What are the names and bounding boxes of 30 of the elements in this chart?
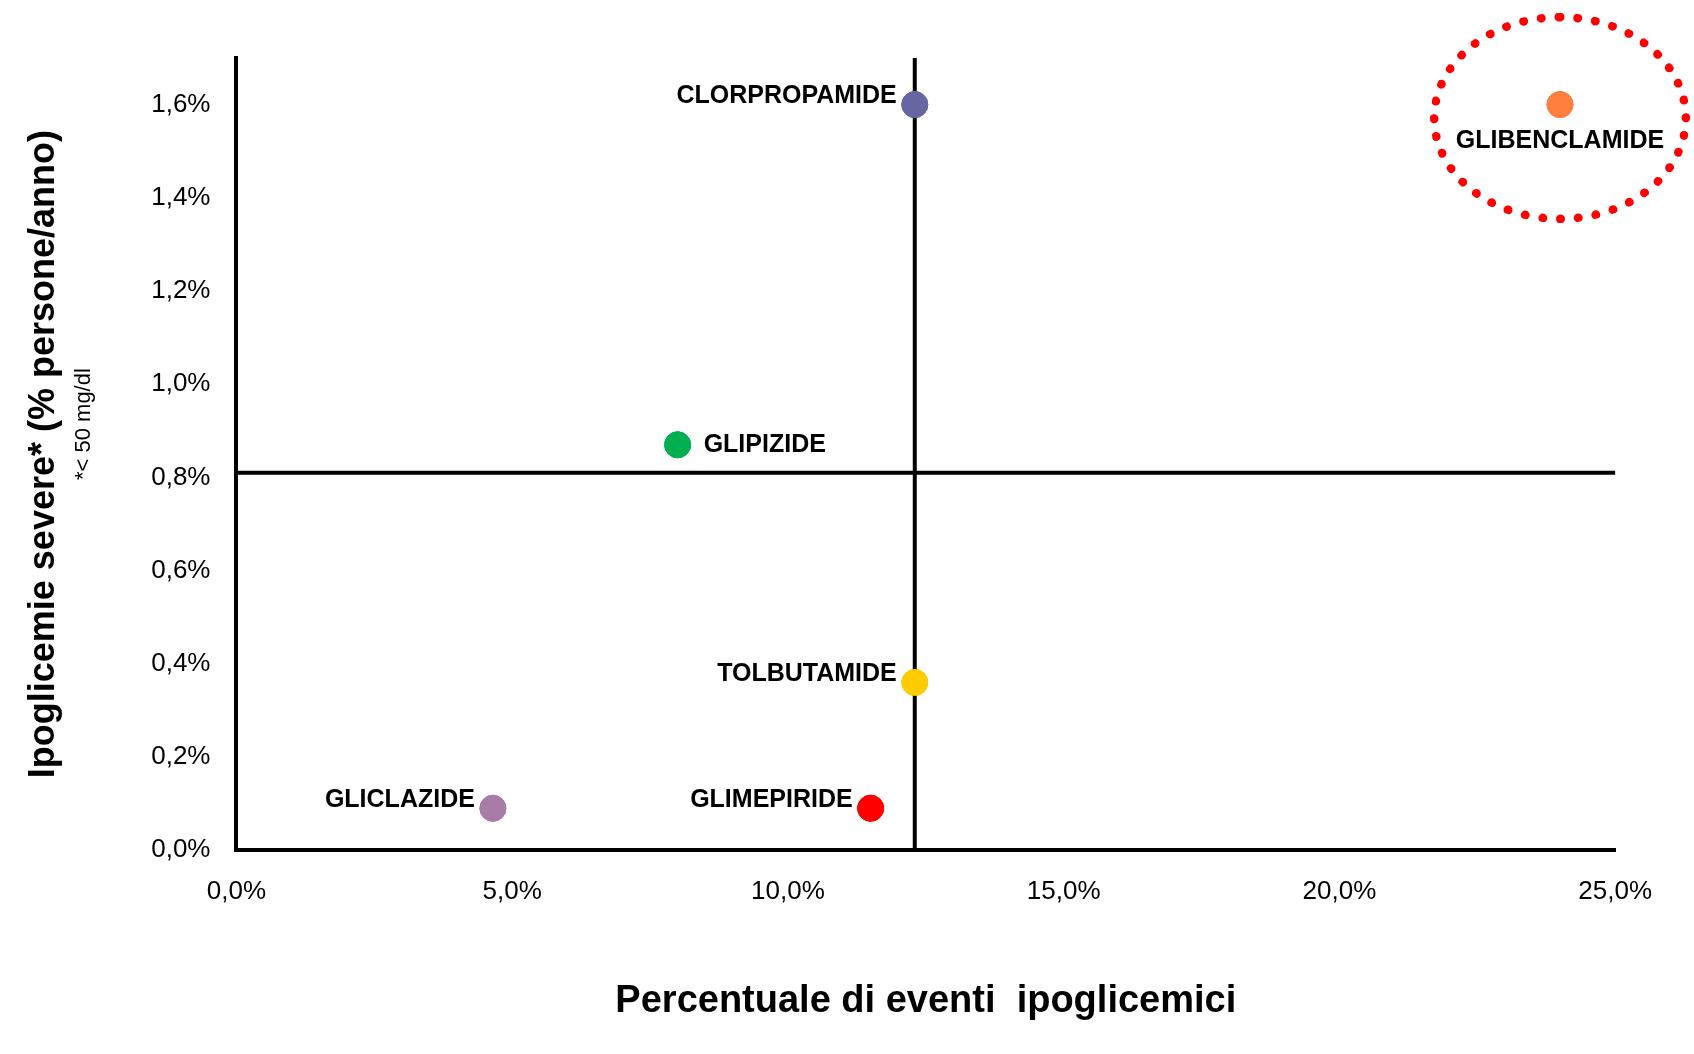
text: *< 50 mg/dl	[70, 368, 96, 481]
y-tick-label: 0,6%	[151, 553, 211, 584]
y-tick-label: 1,0%	[151, 367, 211, 398]
point	[479, 794, 507, 822]
x-tick-label: 15,0%	[1026, 874, 1101, 905]
point	[901, 91, 929, 119]
point	[857, 794, 885, 822]
series-label: CLORPROPAMIDE	[676, 80, 897, 109]
y-axis-title: Ipoglicemie severe* (% persone/anno)	[20, 129, 62, 779]
x-tick-label: 20,0%	[1302, 874, 1377, 905]
y-tick-label: 1,2%	[151, 274, 211, 305]
series-label: GLIMEPIRIDE	[690, 784, 853, 813]
y-tick-label: 0,2%	[151, 740, 211, 771]
y-tick-label: 0,4%	[151, 646, 211, 677]
x-tick-label: 25,0%	[1578, 874, 1653, 905]
series-label: GLIPIZIDE	[703, 428, 826, 457]
y-tick-label: 1,6%	[151, 87, 211, 118]
point	[1546, 91, 1574, 119]
y-tick-label: 1,4%	[151, 180, 211, 211]
point	[664, 431, 692, 459]
x-tick-label: 10,0%	[751, 874, 825, 905]
series-label: GLIBENCLAMIDE	[1455, 125, 1665, 154]
x-axis-title: Percentuale di eventi ipoglicemici	[615, 977, 1237, 1020]
y-tick-label: 0,0%	[151, 833, 211, 864]
series-label: GLICLAZIDE	[324, 784, 475, 813]
series-label: TOLBUTAMIDE	[717, 658, 897, 687]
point	[901, 668, 929, 696]
y-tick-label: 0,8%	[151, 460, 211, 491]
x-tick-label: 0,0%	[206, 874, 267, 905]
x-tick-label: 5,0%	[482, 874, 542, 905]
